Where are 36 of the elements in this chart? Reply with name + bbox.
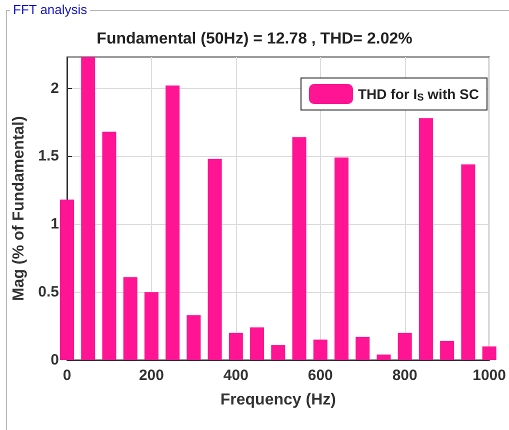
bar (60, 200, 74, 360)
text: FFT analysis (10, 2, 90, 17)
bar (376, 354, 391, 360)
bar (398, 332, 412, 360)
bar (186, 315, 201, 360)
bar (482, 346, 496, 360)
y-tick-label: 1.5 (38, 148, 59, 165)
x-tick-label: 600 (308, 367, 333, 384)
bar (81, 57, 96, 360)
x-tick-label: 0 (62, 367, 72, 384)
y-tick-label: 2 (50, 80, 59, 97)
bar (123, 277, 138, 360)
bar (461, 164, 476, 360)
x-axis-title: Frequency (Hz) (220, 392, 336, 408)
chart-title: Fundamental (50Hz) = 12.78 , THD= 2.02% (96, 30, 412, 48)
y-tick-label: 0.5 (38, 284, 59, 301)
bar (313, 340, 328, 360)
y-tick-label: 1 (50, 216, 59, 233)
x-tick-label: 400 (223, 367, 248, 384)
bar (228, 332, 243, 360)
bar (208, 158, 222, 360)
y-axis-title: Mag (% of Fundamental) (10, 116, 28, 301)
x-tick-label: 200 (138, 367, 164, 384)
bar (102, 132, 116, 360)
bar (418, 118, 433, 360)
x-tick-label: 800 (392, 367, 418, 384)
y-tick-label: 0 (50, 352, 59, 368)
bar (166, 86, 180, 360)
bar (440, 340, 454, 360)
bar (334, 158, 349, 360)
x-tick-label: 1000 (472, 367, 506, 384)
bar (271, 345, 286, 360)
bar (250, 327, 264, 360)
bar (292, 137, 306, 360)
bar (356, 336, 370, 360)
bar (144, 292, 158, 360)
